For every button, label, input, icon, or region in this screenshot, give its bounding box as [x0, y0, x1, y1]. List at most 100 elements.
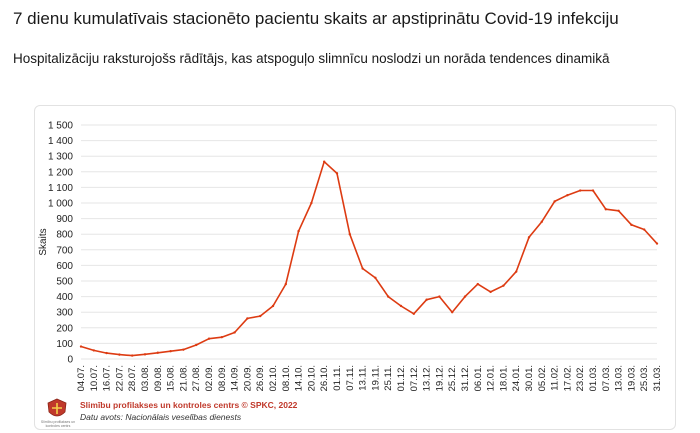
chart-title: 7 dienu kumulatīvais stacionēto pacientu…	[13, 9, 619, 28]
data-point	[131, 354, 134, 357]
x-tick-label: 13.11.	[358, 365, 369, 391]
x-tick-label: 01.12.	[396, 365, 407, 391]
data-point	[515, 270, 518, 273]
x-tick-label: 07.11.	[345, 365, 356, 391]
data-point	[156, 351, 159, 354]
x-tick-label: 08.09.	[217, 365, 228, 391]
x-tick-label: 28.07.	[127, 365, 138, 391]
y-tick-label: 1 500	[48, 121, 73, 132]
x-tick-label: 26.10.	[319, 365, 330, 391]
data-point	[451, 311, 454, 314]
x-tick-label: 14.09.	[230, 365, 241, 391]
x-tick-label: 10.07.	[89, 365, 100, 391]
x-tick-label: 31.12.	[460, 365, 471, 391]
line-chart: 0 100 200 300 400 500 600 700 800 900 1 000 1 100 1 …	[38, 121, 663, 392]
x-tick-label: 27.08.	[191, 365, 202, 391]
y-tick-label: 1 000	[48, 199, 73, 210]
data-point	[233, 331, 236, 334]
x-tick-label: 07.03.	[601, 365, 612, 391]
x-tick-label: 01.11.	[332, 365, 343, 391]
x-tick-label: 19.11.	[370, 365, 381, 391]
y-tick-label: 1 300	[48, 152, 73, 163]
x-tick-label: 25.11.	[383, 365, 394, 391]
x-tick-label: 11.02.	[550, 365, 561, 391]
chart-subtitle: Hospitalizāciju raksturojošs rādītājs, k…	[13, 51, 610, 66]
chart-panel: 0 100 200 300 400 500 600 700 800 900 1 000 1 100 1 …	[34, 105, 676, 430]
data-point	[169, 350, 172, 353]
x-tick-label: 19.03.	[626, 365, 637, 391]
data-point	[566, 194, 569, 197]
y-tick-label: 900	[56, 214, 73, 225]
data-source: Datu avots: Nacionālais veselības dienes…	[80, 412, 242, 422]
data-point	[399, 304, 403, 308]
data-point	[105, 351, 108, 355]
x-tick-label: 08.10.	[281, 365, 292, 391]
data-point	[118, 353, 121, 356]
data-point	[79, 345, 83, 348]
data-point	[92, 349, 95, 352]
y-tick-label: 1 100	[48, 183, 73, 194]
x-tick-label: 22.07.	[114, 365, 125, 391]
spkc-logo-icon	[47, 398, 67, 417]
x-tick-label: 23.02.	[575, 365, 586, 391]
data-point	[553, 200, 556, 203]
data-point	[540, 220, 543, 223]
data-point	[463, 295, 467, 298]
data-point	[361, 267, 364, 270]
data-point	[412, 312, 415, 315]
y-tick-label: 200	[56, 323, 73, 334]
y-axis-label: Skaits	[38, 228, 49, 255]
x-tick-label: 30.01.	[524, 365, 535, 391]
x-tick-label: 17.02.	[562, 365, 573, 391]
data-point	[259, 314, 262, 318]
data-point	[630, 223, 633, 227]
y-tick-label: 500	[56, 277, 73, 288]
data-point	[425, 298, 428, 301]
x-tick-label: 20.10.	[306, 365, 317, 391]
data-point	[655, 242, 659, 245]
data-point	[220, 335, 223, 339]
x-tick-label: 13.03.	[614, 365, 625, 391]
x-tick-label: 21.08.	[178, 365, 189, 391]
x-tick-label: 26.09.	[255, 365, 266, 391]
data-point	[297, 229, 300, 233]
data-point	[323, 160, 326, 163]
y-tick-label: 600	[56, 261, 73, 272]
y-tick-label: 800	[56, 230, 73, 241]
x-tick-label: 31.03.	[652, 365, 663, 391]
x-tick-label: 19.12.	[434, 365, 445, 391]
x-tick-label: 16.07.	[102, 365, 113, 391]
data-point	[438, 295, 441, 298]
x-tick-label: 18.01.	[498, 365, 509, 391]
data-point	[207, 337, 211, 340]
x-tick-label: 09.08.	[153, 365, 164, 391]
data-point	[246, 317, 249, 320]
data-point	[387, 295, 390, 298]
chart-credit: Slimību profilakses un kontroles centrs …	[80, 400, 298, 410]
y-tick-label: 1 200	[48, 167, 73, 178]
data-point	[604, 208, 607, 211]
data-point	[195, 343, 198, 347]
x-tick-label: 24.01.	[511, 365, 522, 391]
x-tick-label: 12.01.	[486, 365, 497, 391]
y-tick-label: 300	[56, 308, 73, 319]
series-line	[80, 160, 658, 357]
data-point	[489, 290, 492, 294]
y-tick-label: 0	[67, 355, 73, 366]
data-point	[476, 282, 479, 286]
data-point	[591, 189, 595, 192]
x-tick-label: 05.02.	[537, 365, 548, 391]
x-tick-label: 06.01.	[473, 365, 484, 391]
data-point	[502, 284, 505, 287]
x-tick-label: 07.12.	[409, 365, 420, 391]
data-point	[271, 304, 275, 308]
x-tick-label: 25.03.	[639, 365, 650, 391]
data-point	[284, 282, 287, 286]
y-tick-label: 400	[56, 292, 73, 303]
data-point	[143, 353, 147, 356]
data-point	[335, 172, 339, 175]
x-tick-label: 03.08.	[140, 365, 151, 391]
x-tick-label: 20.09.	[242, 365, 253, 391]
y-tick-label: 1 400	[48, 136, 73, 147]
x-tick-label: 25.12.	[447, 365, 458, 391]
